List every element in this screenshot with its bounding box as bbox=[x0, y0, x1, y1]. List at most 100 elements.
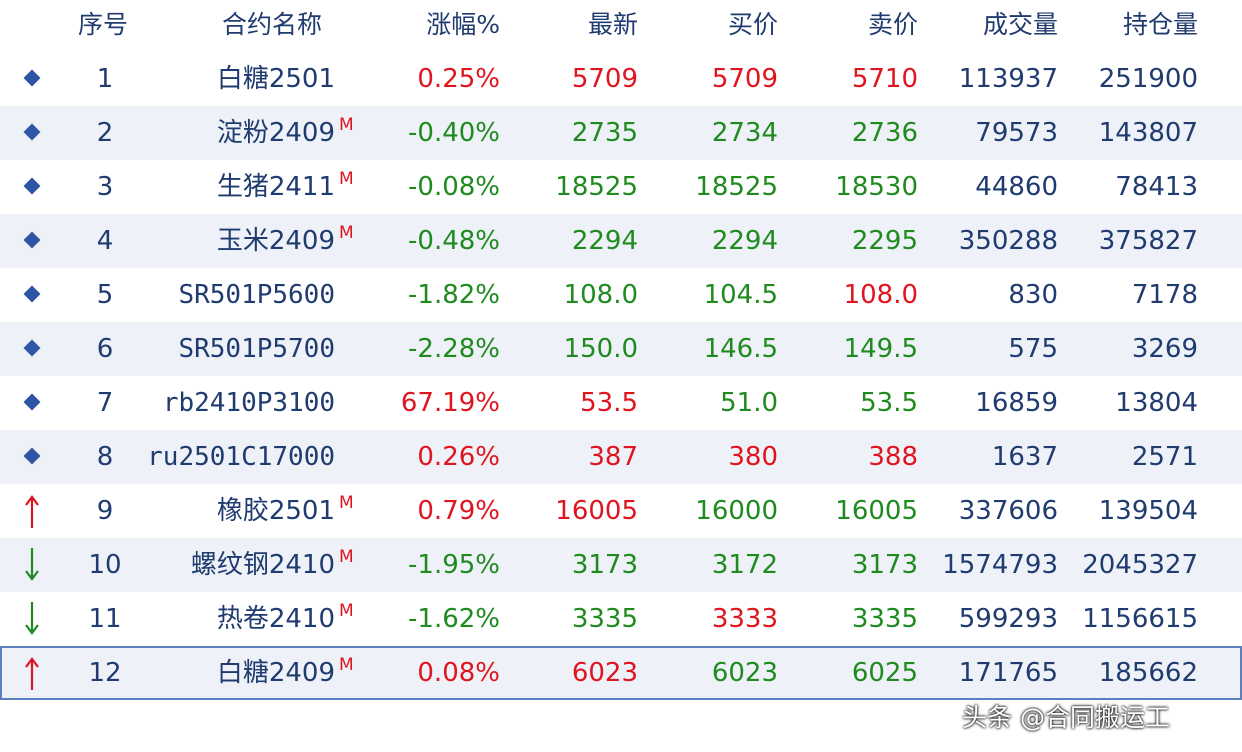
row-volume: 171765 bbox=[958, 658, 1058, 688]
watermark: 头条 @合同搬运工 bbox=[962, 703, 1170, 732]
row-open-interest: 139504 bbox=[1098, 496, 1198, 526]
row-contract-name[interactable]: 白糖2409 bbox=[216, 658, 335, 688]
table-header: 序号 合约名称 涨幅% 最新 买价 卖价 成交量 持仓量 bbox=[0, 0, 1242, 53]
table-row[interactable]: 2 淀粉2409 M -0.40% 2735 2734 2736 79573 143807 bbox=[0, 106, 1242, 160]
row-last-price: 16005 bbox=[555, 496, 638, 526]
row-volume: 16859 bbox=[975, 388, 1058, 418]
row-change: 0.25% bbox=[417, 64, 500, 94]
row-change: -2.28% bbox=[408, 334, 500, 364]
table-row[interactable]: 3 生猪2411 M -0.08% 18525 18525 18530 44860 78413 bbox=[0, 160, 1242, 214]
row-ask-price: 6025 bbox=[851, 658, 918, 688]
table-row[interactable]: 6 SR501P5700 -2.28% 150.0 146.5 149.5 575 3269 bbox=[0, 322, 1242, 376]
row-last-price: 2735 bbox=[571, 118, 638, 148]
row-open-interest: 143807 bbox=[1098, 118, 1198, 148]
table-row[interactable]: 9 橡胶2501 M 0.79% 16005 16000 16005 337606 139504 bbox=[0, 484, 1242, 538]
row-last-price: 108.0 bbox=[563, 280, 638, 310]
table-row[interactable]: 1 白糖2501 0.25% 5709 5709 5710 113937 251900 bbox=[0, 52, 1242, 106]
row-volume: 575 bbox=[1008, 334, 1058, 364]
row-bid-price: 3172 bbox=[711, 550, 778, 580]
row-index: 6 bbox=[96, 334, 114, 364]
row-contract-name[interactable]: SR501P5700 bbox=[178, 334, 335, 364]
row-change: -1.95% bbox=[408, 550, 500, 580]
row-ask-price: 2295 bbox=[851, 226, 918, 256]
row-contract-name[interactable]: 热卷2410 bbox=[216, 604, 335, 634]
row-ask-price: 2736 bbox=[851, 118, 918, 148]
row-contract-name[interactable]: SR501P5600 bbox=[178, 280, 335, 310]
row-index: 11 bbox=[88, 604, 122, 634]
row-bid-price: 18525 bbox=[695, 172, 778, 202]
row-ask-price: 3173 bbox=[851, 550, 918, 580]
row-index: 4 bbox=[96, 226, 114, 256]
row-ask-price: 388 bbox=[868, 442, 918, 472]
table-row[interactable]: 11 热卷2410 M -1.62% 3335 3333 3335 599293 1156615 bbox=[0, 592, 1242, 646]
row-open-interest: 7178 bbox=[1131, 280, 1198, 310]
table-row[interactable]: 8 ru2501C17000 0.26% 387 380 388 1637 2571 bbox=[0, 430, 1242, 484]
row-index: 2 bbox=[96, 118, 114, 148]
row-open-interest: 185662 bbox=[1098, 658, 1198, 688]
row-open-interest: 2045327 bbox=[1082, 550, 1198, 580]
row-change: -0.40% bbox=[408, 118, 500, 148]
header-index[interactable]: 序号 bbox=[78, 10, 129, 39]
row-bid-price: 51.0 bbox=[720, 388, 778, 418]
row-bid-price: 380 bbox=[728, 442, 778, 472]
table-row[interactable]: 7 rb2410P3100 67.19% 53.5 51.0 53.5 16859 13804 bbox=[0, 376, 1242, 430]
table-row[interactable]: 10 螺纹钢2410 M -1.95% 3173 3172 3173 1574793 20453… bbox=[0, 538, 1242, 592]
main-contract-flag: M bbox=[339, 601, 354, 621]
arrow-down-icon bbox=[20, 538, 46, 592]
row-last-price: 53.5 bbox=[580, 388, 638, 418]
row-change: -0.08% bbox=[408, 172, 500, 202]
row-contract-name[interactable]: 白糖2501 bbox=[216, 64, 335, 94]
row-contract-name[interactable]: rb2410P3100 bbox=[162, 388, 335, 418]
row-open-interest: 2571 bbox=[1131, 442, 1198, 472]
row-open-interest: 13804 bbox=[1115, 388, 1198, 418]
main-contract-flag: M bbox=[339, 547, 354, 567]
header-ask[interactable]: 卖价 bbox=[867, 10, 918, 39]
header-volume[interactable]: 成交量 bbox=[982, 10, 1058, 39]
row-index: 12 bbox=[88, 658, 122, 688]
main-contract-flag: M bbox=[339, 223, 354, 243]
row-ask-price: 16005 bbox=[835, 496, 918, 526]
row-bid-price: 146.5 bbox=[703, 334, 778, 364]
header-name[interactable]: 合约名称 bbox=[222, 10, 323, 39]
row-contract-name[interactable]: 螺纹钢2410 bbox=[190, 550, 335, 580]
header-bid[interactable]: 买价 bbox=[727, 10, 778, 39]
row-bid-price: 2734 bbox=[711, 118, 778, 148]
row-bid-price: 2294 bbox=[711, 226, 778, 256]
row-last-price: 3335 bbox=[571, 604, 638, 634]
row-volume: 599293 bbox=[958, 604, 1058, 634]
table-row[interactable]: 12 白糖2409 M 0.08% 6023 6023 6025 171765 185662 bbox=[0, 646, 1242, 700]
header-open-interest[interactable]: 持仓量 bbox=[1122, 10, 1198, 39]
row-change: 0.08% bbox=[417, 658, 500, 688]
row-volume: 44860 bbox=[975, 172, 1058, 202]
row-last-price: 387 bbox=[588, 442, 638, 472]
row-contract-name[interactable]: ru2501C17000 bbox=[147, 442, 335, 472]
row-ask-price: 18530 bbox=[835, 172, 918, 202]
header-last[interactable]: 最新 bbox=[587, 10, 638, 39]
row-change: -0.48% bbox=[408, 226, 500, 256]
main-contract-flag: M bbox=[339, 169, 354, 189]
row-last-price: 6023 bbox=[571, 658, 638, 688]
row-change: 67.19% bbox=[400, 388, 500, 418]
row-index: 5 bbox=[96, 280, 114, 310]
row-contract-name[interactable]: 玉米2409 bbox=[216, 226, 335, 256]
row-ask-price: 149.5 bbox=[843, 334, 918, 364]
row-index: 1 bbox=[96, 64, 114, 94]
row-ask-price: 108.0 bbox=[843, 280, 918, 310]
table-row[interactable]: 5 SR501P5600 -1.82% 108.0 104.5 108.0 830 7178 bbox=[0, 268, 1242, 322]
table-row[interactable]: 4 玉米2409 M -0.48% 2294 2294 2295 350288 375827 bbox=[0, 214, 1242, 268]
row-volume: 1574793 bbox=[942, 550, 1058, 580]
arrow-up-icon bbox=[20, 646, 46, 700]
row-contract-name[interactable]: 生猪2411 bbox=[216, 172, 335, 202]
row-volume: 1637 bbox=[991, 442, 1058, 472]
header-change[interactable]: 涨幅% bbox=[426, 10, 500, 39]
row-index: 10 bbox=[88, 550, 122, 580]
row-index: 7 bbox=[96, 388, 114, 418]
arrow-down-icon bbox=[20, 592, 46, 646]
row-ask-price: 5710 bbox=[851, 64, 918, 94]
row-contract-name[interactable]: 淀粉2409 bbox=[216, 118, 335, 148]
row-volume: 113937 bbox=[958, 64, 1058, 94]
row-volume: 79573 bbox=[975, 118, 1058, 148]
row-bid-price: 104.5 bbox=[703, 280, 778, 310]
row-contract-name[interactable]: 橡胶2501 bbox=[216, 496, 335, 526]
row-index: 8 bbox=[96, 442, 114, 472]
